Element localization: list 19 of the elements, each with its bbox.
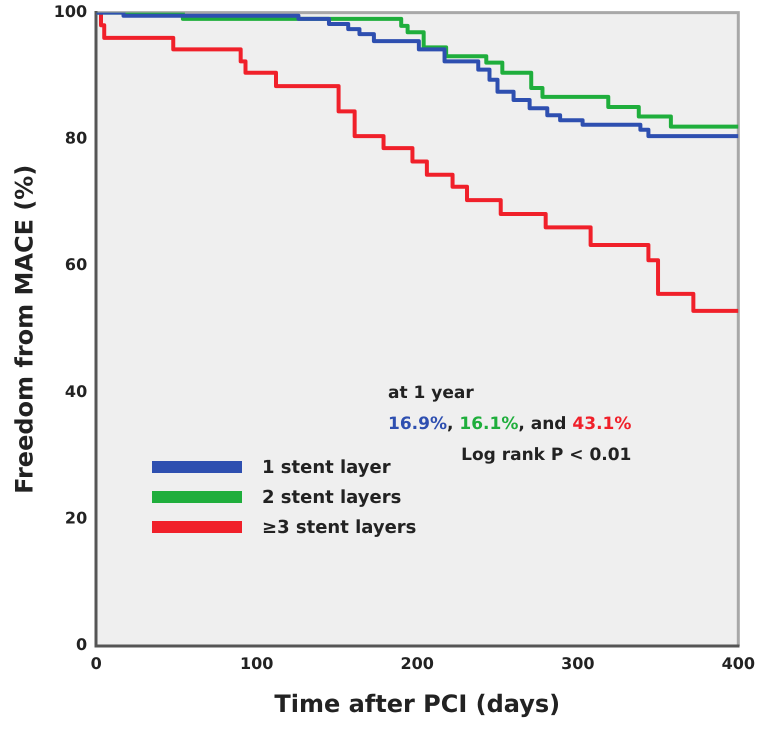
x-tick-label: 200: [400, 654, 434, 673]
x-tick-label: 100: [240, 654, 274, 673]
x-tick-label: 0: [90, 654, 102, 673]
legend-label: ≥3 stent layers: [262, 516, 416, 538]
annotation: at 1 year: [388, 382, 475, 405]
x-tick-label: 300: [561, 654, 594, 673]
y-tick-label: 60: [64, 255, 88, 274]
y-tick-label: 40: [64, 382, 88, 401]
y-axis-title: Freedom from MACE (%): [10, 164, 39, 494]
y-tick-label: 80: [64, 128, 88, 148]
annotation: Log rank P < 0.01: [461, 445, 632, 465]
legend-label: 1 stent layer: [262, 456, 391, 478]
y-tick-label: 0: [76, 635, 88, 654]
annotation: 16.9%, 16.1%, and 43.1%: [388, 413, 632, 436]
y-tick-label: 100: [54, 2, 88, 21]
legend-label: 2 stent layers: [262, 486, 402, 508]
y-tick-label: 20: [64, 508, 88, 528]
x-tick-label: 400: [722, 654, 756, 673]
x-axis-title: Time after PCI (days): [274, 690, 560, 718]
